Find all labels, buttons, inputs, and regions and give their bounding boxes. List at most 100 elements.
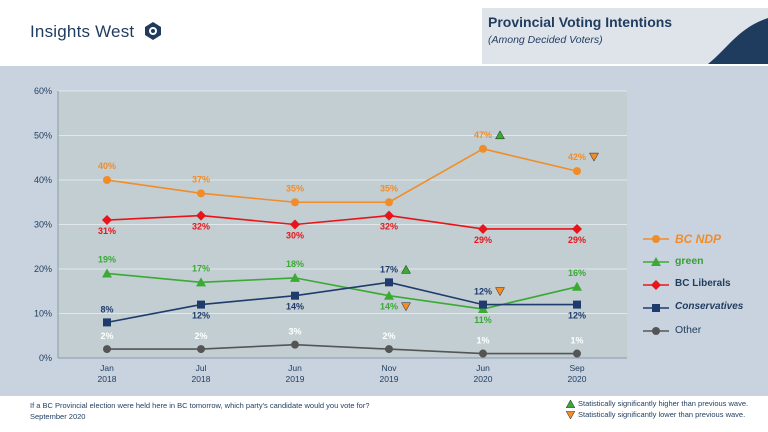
series-line-conservative — [106, 281, 577, 324]
data-point-green — [102, 268, 112, 278]
chart-panel: 0% 10% 20% 30% 40% 50% 60% Jan 2018 Jul 2018 Jun 201… — [0, 66, 768, 396]
legend-label-liberal: BC Liberals — [675, 278, 731, 289]
data-label-other: 3% — [288, 327, 301, 337]
significance-marker-ndp — [495, 130, 505, 140]
footnote: If a BC Provincial election were held he… — [30, 400, 370, 422]
y-tick-label: 20% — [34, 264, 52, 274]
y-tick-label: 0% — [39, 353, 52, 363]
data-label-green: 16% — [568, 268, 586, 278]
x-tick-label-year: 2018 — [98, 374, 117, 384]
data-point-ndp — [291, 198, 299, 207]
data-label-green: 18% — [286, 259, 304, 269]
chart-title: Provincial Voting Intentions — [488, 14, 673, 30]
legend-label-green: green — [675, 255, 704, 267]
brand-logo-icon — [145, 22, 161, 40]
data-label-other: 2% — [100, 331, 113, 341]
data-label-conservative: 14% — [286, 302, 304, 312]
data-label-conservative: 12% — [568, 311, 586, 321]
data-point-green — [196, 277, 206, 287]
legend-item-other: Other — [643, 323, 763, 346]
data-label-liberal: 29% — [568, 235, 586, 245]
legend-swatch-liberal — [643, 280, 669, 290]
data-label-ndp: 42% — [568, 152, 586, 162]
significance-marker-conservative — [495, 287, 505, 297]
data-label-conservative: 12% — [474, 287, 492, 297]
data-point-other — [479, 349, 487, 358]
chart-subtitle: (Among Decided Voters) — [488, 34, 603, 46]
legend-label-other: Other — [675, 324, 702, 336]
footnote-date: September 2020 — [30, 412, 86, 421]
x-tick-label-year: 2020 — [474, 374, 493, 384]
legend-swatch-green — [643, 257, 669, 266]
data-point-liberal — [384, 210, 394, 221]
data-point-conservative — [291, 291, 299, 300]
data-point-ndp — [479, 144, 487, 153]
x-tick-label-month: Jun — [476, 363, 490, 373]
data-point-conservative — [103, 318, 111, 327]
x-tick-label-year: 2018 — [192, 374, 211, 384]
key-lower-label: Statistically significantly lower than p… — [578, 410, 746, 419]
data-point-other — [385, 345, 393, 354]
data-label-liberal: 32% — [380, 222, 398, 232]
data-point-conservative — [573, 300, 581, 309]
x-tick-label-month: Jul — [196, 363, 207, 373]
wave-decoration-icon — [708, 18, 768, 64]
y-tick-label: 10% — [34, 309, 52, 319]
data-label-other: 2% — [382, 331, 395, 341]
down-triangle-icon — [566, 411, 575, 419]
y-tick-label: 60% — [34, 86, 52, 96]
data-point-liberal — [196, 210, 206, 221]
data-label-ndp: 40% — [98, 161, 116, 171]
y-tick-label: 40% — [34, 175, 52, 185]
legend-item-liberal: BC Liberals — [643, 277, 763, 300]
legend-label-conservative: Conservatives — [675, 301, 744, 312]
key-higher-label: Statistically significantly higher than … — [578, 399, 749, 408]
data-label-ndp: 35% — [380, 183, 398, 193]
significance-key: Statistically significantly higher than … — [566, 398, 748, 420]
data-label-ndp: 35% — [286, 183, 304, 193]
x-tick-label-month: Jan — [100, 363, 114, 373]
x-tick-label-year: 2019 — [380, 374, 399, 384]
data-label-green: 14% — [380, 302, 398, 312]
data-point-conservative — [385, 278, 393, 287]
brand-name: Insights West — [30, 22, 135, 41]
data-label-other: 1% — [476, 336, 489, 346]
data-label-green: 17% — [192, 263, 210, 273]
significance-marker-ndp — [589, 152, 599, 162]
data-point-conservative — [479, 300, 487, 309]
data-label-ndp: 47% — [474, 130, 492, 140]
legend-item-green: green — [643, 254, 763, 277]
x-tick-label-year: 2019 — [286, 374, 305, 384]
data-label-other: 1% — [570, 336, 583, 346]
data-point-liberal — [290, 219, 300, 230]
x-tick-label-month: Jun — [288, 363, 302, 373]
data-label-green: 11% — [474, 315, 492, 325]
data-label-green: 19% — [98, 254, 116, 264]
data-point-other — [197, 345, 205, 354]
x-tick-label-year: 2020 — [568, 374, 587, 384]
x-tick-label-month: Sep — [569, 363, 584, 373]
data-point-green — [384, 290, 394, 300]
x-tick-label-month: Nov — [381, 363, 397, 373]
data-point-other — [103, 345, 111, 354]
series-line-liberal — [106, 214, 577, 230]
data-point-liberal — [572, 223, 582, 234]
legend: BC NDP green BC Liberals Conservatives O… — [643, 231, 763, 346]
data-label-conservative: 12% — [192, 311, 210, 321]
data-label-ndp: 37% — [192, 174, 210, 184]
legend-item-conservative: Conservatives — [643, 300, 763, 323]
data-label-liberal: 31% — [98, 226, 116, 236]
header-box: Provincial Voting Intentions (Among Deci… — [482, 8, 768, 64]
data-label-liberal: 32% — [192, 222, 210, 232]
data-point-liberal — [478, 223, 488, 234]
legend-swatch-conservative — [643, 304, 669, 312]
up-triangle-icon — [566, 400, 575, 408]
data-label-conservative: 8% — [100, 304, 113, 314]
data-point-ndp — [385, 198, 393, 207]
key-lower: Statistically significantly lower than p… — [566, 409, 748, 420]
data-point-liberal — [102, 215, 112, 226]
footnote-question: If a BC Provincial election were held he… — [30, 401, 370, 410]
legend-swatch-ndp — [643, 235, 669, 243]
series-line-other — [107, 343, 577, 355]
data-label-other: 2% — [194, 331, 207, 341]
